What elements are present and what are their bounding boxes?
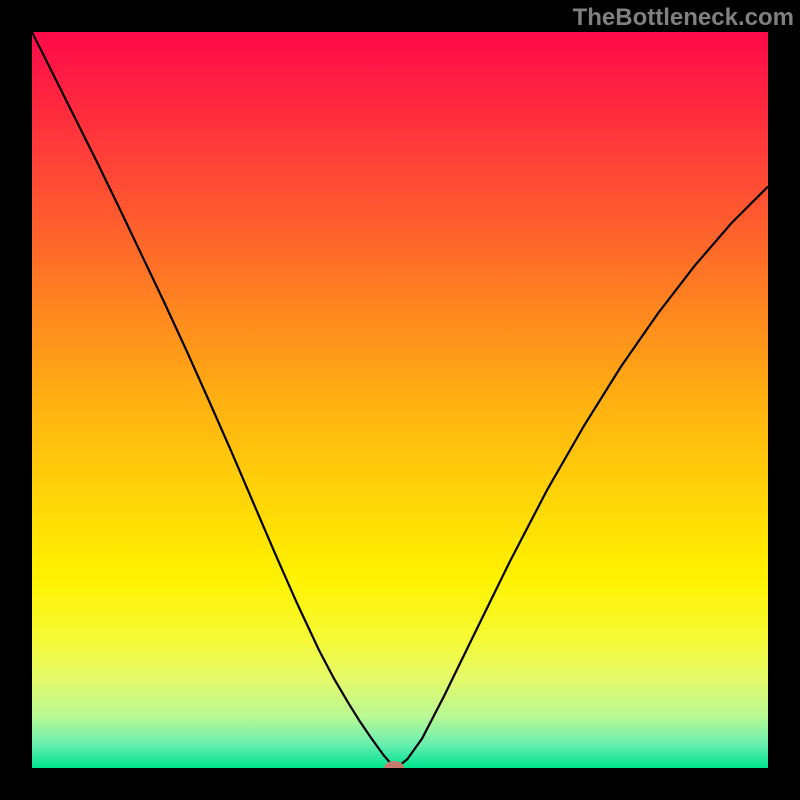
curve-layer bbox=[32, 32, 768, 768]
chart-frame: TheBottleneck.com bbox=[0, 0, 800, 800]
plot-area bbox=[32, 32, 768, 768]
watermark-text: TheBottleneck.com bbox=[573, 4, 794, 32]
bottleneck-curve bbox=[32, 32, 768, 765]
min-point-marker bbox=[384, 761, 404, 768]
